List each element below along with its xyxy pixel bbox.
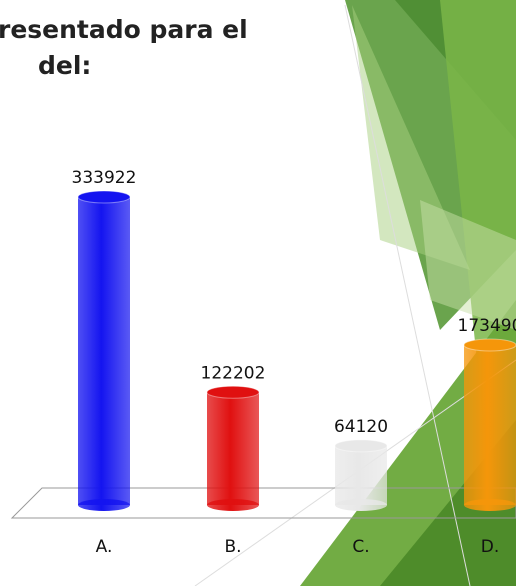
bar (207, 392, 259, 505)
bar-top (334, 439, 388, 453)
bar (464, 344, 516, 505)
value-label: 64120 (334, 417, 388, 437)
bar (78, 197, 130, 505)
bar (335, 445, 387, 505)
bar-top (463, 338, 516, 352)
floor (10, 487, 516, 519)
x-tick-label: A. (96, 537, 113, 557)
value-label: 122202 (201, 363, 266, 383)
title-line: del: (38, 51, 91, 80)
title-line: resentado para el (0, 15, 248, 44)
x-tick-label: C. (352, 537, 369, 557)
x-tick-label: B. (224, 537, 241, 557)
x-tick-label: D. (481, 537, 500, 557)
bar-top (206, 385, 260, 399)
value-label: 173490 (458, 316, 516, 336)
decoration (194, 0, 516, 586)
bar-top (77, 190, 131, 204)
bars: 333922 A. 122202 B. 64120 C. 173490 D. (72, 168, 516, 557)
value-label: 333922 (72, 168, 137, 188)
